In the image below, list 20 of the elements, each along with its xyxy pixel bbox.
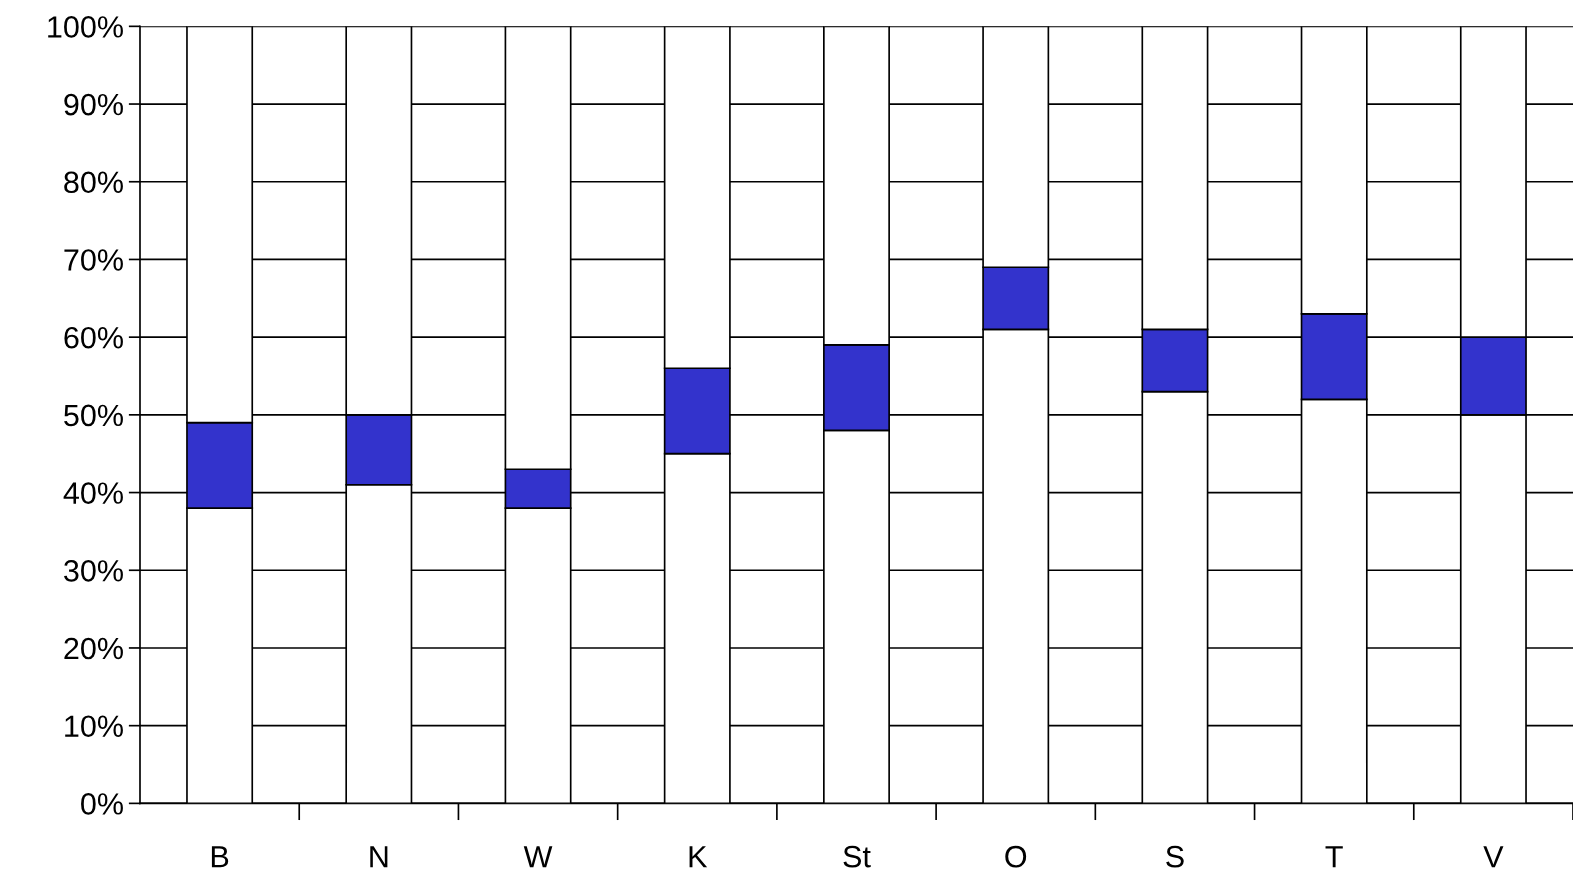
y-tick-label: 50% — [64, 404, 123, 427]
x-tick-label: N — [370, 846, 388, 868]
x-tick-label: O — [1005, 845, 1027, 868]
x-tick-label: V — [1483, 846, 1504, 868]
x-tick-label: B — [211, 846, 229, 868]
x-tick-label: S — [1166, 845, 1184, 868]
y-tick-label: 10% — [65, 715, 123, 738]
y-tick-label: 100% — [48, 16, 123, 38]
y-tick-label: 70% — [64, 249, 123, 271]
y-tick-label: 30% — [64, 560, 123, 582]
y-tick-label: 80% — [64, 171, 123, 194]
x-tick-label: K — [689, 846, 708, 868]
y-tick-label: 90% — [64, 93, 123, 116]
y-tick-label: 20% — [64, 637, 123, 660]
y-tick-label: 0% — [81, 793, 123, 815]
x-tick-label: W — [523, 846, 553, 868]
y-tick-label: 40% — [63, 482, 123, 504]
y-tick-label: 60% — [64, 326, 123, 349]
x-tick-label: T — [1325, 846, 1343, 868]
x-tick-label: St — [843, 845, 871, 868]
